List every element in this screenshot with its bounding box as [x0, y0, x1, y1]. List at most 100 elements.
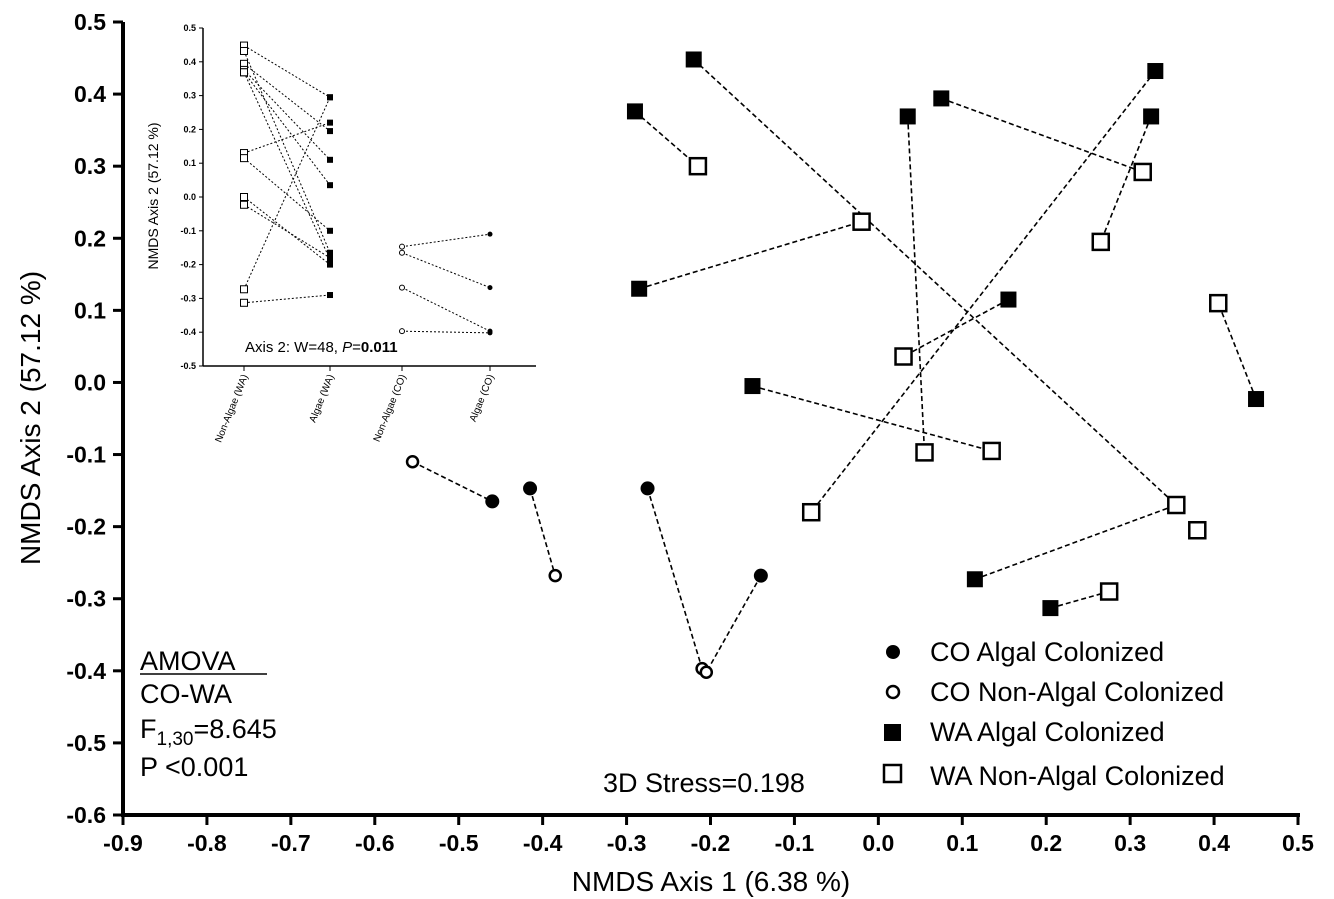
x-tick-label: -0.4 [523, 830, 563, 856]
wa-algal-point [626, 103, 643, 120]
pair-connector [974, 504, 1177, 581]
inset-y-tick-label: 0.4 [183, 57, 196, 67]
inset-stat-p-value: 0.011 [361, 339, 398, 356]
wa-algal-point [744, 378, 761, 395]
pair-connector [1050, 590, 1110, 609]
inset-co-algae-point [487, 231, 493, 237]
pair-connector [634, 110, 699, 167]
legend-marker-wa-algal [884, 724, 901, 741]
y-tick-label: -0.6 [66, 802, 106, 828]
x-tick-label: 0.3 [1114, 830, 1146, 856]
x-tick-label: -0.6 [355, 830, 395, 856]
x-axis-title: NMDS Axis 1 (6.38 %) [572, 866, 851, 897]
wa-nonalgal-point [915, 443, 934, 462]
x-tick-label: -0.2 [691, 830, 731, 856]
inset-wa-nonalgae-point [240, 285, 248, 294]
inset-y-tick-label: -0.4 [180, 327, 196, 337]
co-algal-point [640, 481, 655, 496]
wa-algal-point [1143, 108, 1160, 125]
x-tick-label: 0.0 [862, 830, 894, 856]
inset-wa-nonalgae-point [240, 68, 248, 77]
inset-y-axis-title: NMDS Axis 2 (57.12 %) [145, 122, 161, 269]
pair-connector [529, 488, 557, 576]
inset-wa-nonalgae-point [240, 298, 248, 307]
wa-algal-point [1248, 391, 1265, 408]
inset-co-nonalgae-point [399, 328, 405, 335]
inset-y-tick-label: 0.2 [183, 124, 196, 134]
wa-algal-point [1000, 291, 1017, 308]
wa-nonalgal-point [894, 347, 913, 366]
legend-marker-co-nonalgal [885, 684, 901, 700]
y-tick-label: -0.5 [66, 730, 106, 756]
inset-wa-connector [243, 69, 331, 161]
inset-co-nonalgae-point [399, 249, 405, 256]
f-value: =8.645 [193, 714, 276, 744]
inset-pair-lines [243, 45, 491, 334]
inset-wa-algae-point [327, 249, 333, 256]
pair-connector [638, 220, 862, 290]
amova-groups: CO-WA [140, 679, 232, 709]
legend-marker-co-algal [886, 645, 900, 659]
wa-nonalgal-point [1167, 495, 1186, 515]
x-tick-label: -0.3 [607, 830, 647, 856]
inset-co-algae-point [487, 285, 493, 291]
inset-y-tick-label: -0.3 [180, 293, 196, 303]
inset-category-labels: Non-Algae (WA) Algae (WA) Non-Algae (CO) Al… [213, 373, 496, 444]
inset-background [175, 20, 540, 375]
inset-y-tick-label: 0.1 [183, 158, 196, 168]
inset-wa-algae-point [327, 292, 333, 299]
wa-nonalgal-point [1091, 232, 1111, 252]
pair-connector [752, 385, 992, 452]
inset-co-nonalgae-point [399, 284, 405, 291]
x-tick-label: -0.7 [271, 830, 311, 856]
wa-algal-point [1042, 600, 1059, 617]
main-ticks: -0.9 -0.8 -0.7 -0.6 -0.5 -0.4 -0.3 -0.2 -0.1 0.0 0… [66, 9, 1314, 856]
inset-wa-connector [243, 204, 331, 259]
legend-label-co-nonalgal: CO Non-Algal Colonized [930, 677, 1224, 707]
y-tick-label: 0.5 [74, 9, 106, 35]
inset-co-connector [401, 330, 491, 334]
inset-co-connector [401, 233, 491, 248]
co-algal-point [753, 568, 768, 583]
co-nonalgal-point [548, 568, 562, 583]
inset-stat-eq: = [352, 339, 361, 356]
inset-points [240, 41, 493, 336]
amova-title: AMOVA [140, 646, 236, 676]
pair-connector [941, 97, 1144, 173]
inset-chart: NMDS Axis 2 (57.12 %) 0.5 0.4 0.3 0.2 0.1 0.0… [145, 20, 540, 444]
y-tick-label: -0.3 [66, 586, 106, 612]
co-algal-point [485, 494, 500, 509]
main-points [405, 51, 1265, 680]
inset-y-tick-label: -0.5 [180, 361, 196, 371]
inset-wa-nonalgae-point [240, 154, 248, 163]
co-nonalgal-point [405, 455, 420, 469]
y-tick-label: -0.2 [66, 514, 106, 540]
co-nonalgal-point [699, 665, 714, 680]
inset-y-tick-label: 0.5 [183, 23, 196, 33]
y-tick-label: -0.4 [66, 658, 106, 684]
x-tick-label: -0.1 [775, 830, 815, 856]
pair-connector [810, 70, 1156, 513]
y-tick-label: 0.4 [74, 81, 106, 107]
wa-algal-point [966, 571, 983, 588]
inset-wa-algae-point [327, 182, 333, 189]
x-tick-label: 0.4 [1198, 830, 1230, 856]
inset-y-tick-label: 0.3 [183, 91, 196, 101]
inset-wa-algae-point [327, 128, 333, 135]
wa-algal-point [685, 51, 702, 68]
main-pair-lines [412, 58, 1257, 673]
y-tick-label: 0.3 [74, 153, 106, 179]
co-algal-point [523, 481, 538, 496]
x-tick-label: 0.2 [1030, 830, 1062, 856]
y-axis-title: NMDS Axis 2 (57.12 %) [15, 271, 46, 565]
inset-co-connector [401, 287, 491, 332]
x-tick-label: 0.5 [1282, 830, 1314, 856]
wa-algal-point [1147, 63, 1164, 80]
pair-connector [705, 575, 762, 673]
x-tick-label: -0.5 [439, 830, 479, 856]
inset-wa-connector [243, 45, 331, 98]
amova-p-value: P <0.001 [140, 752, 248, 782]
inset-co-nonalgae-point [399, 243, 405, 250]
wa-nonalgal-point [688, 156, 708, 176]
